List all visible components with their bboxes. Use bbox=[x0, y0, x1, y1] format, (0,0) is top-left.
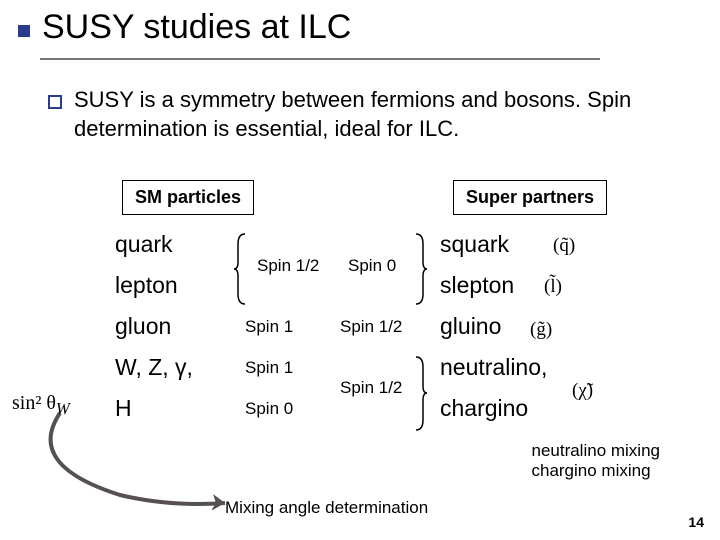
chargino-label: chargino bbox=[440, 395, 570, 422]
neutralino-label: neutralino, bbox=[440, 354, 570, 381]
spin0-a: Spin 0 bbox=[245, 399, 340, 419]
squark-symbol: (q̃) bbox=[553, 235, 575, 257]
page-number: 14 bbox=[688, 514, 704, 530]
subtitle-text: SUSY is a symmetry between fermions and … bbox=[74, 86, 654, 143]
quark-label: quark bbox=[115, 231, 245, 258]
spin12-b: Spin 1/2 bbox=[340, 317, 440, 337]
h-label: H bbox=[115, 395, 245, 422]
gluino-symbol: (g̃) bbox=[530, 319, 552, 341]
spin1-b: Spin 1 bbox=[245, 358, 340, 378]
spin0-b: Spin 0 bbox=[348, 256, 396, 276]
lepton-label: lepton bbox=[115, 272, 245, 299]
chi-symbol: (χ̃) bbox=[572, 380, 593, 402]
spin1-a: Spin 1 bbox=[245, 317, 340, 337]
spin12-a: Spin 1/2 bbox=[257, 256, 319, 276]
mixing-caption: Mixing angle determination bbox=[225, 498, 428, 518]
slide-title: SUSY studies at ILC bbox=[42, 8, 351, 47]
wzgamma-label: W, Z, γ, bbox=[115, 354, 245, 381]
sin2-thetaw: sin² θW bbox=[12, 392, 70, 419]
squark-label: squark bbox=[440, 231, 570, 258]
spin12-c: Spin 1/2 bbox=[340, 378, 402, 398]
title-underline bbox=[40, 58, 600, 60]
slepton-symbol: (l̃) bbox=[544, 276, 562, 298]
super-partners-box: Super partners bbox=[453, 180, 607, 215]
sm-particles-box: SM particles bbox=[122, 180, 254, 215]
title-bullet bbox=[18, 25, 30, 37]
sub-bullet bbox=[48, 95, 62, 109]
gluon-label: gluon bbox=[115, 313, 245, 340]
mixing-note: neutralino mixing chargino mixing bbox=[531, 441, 660, 482]
